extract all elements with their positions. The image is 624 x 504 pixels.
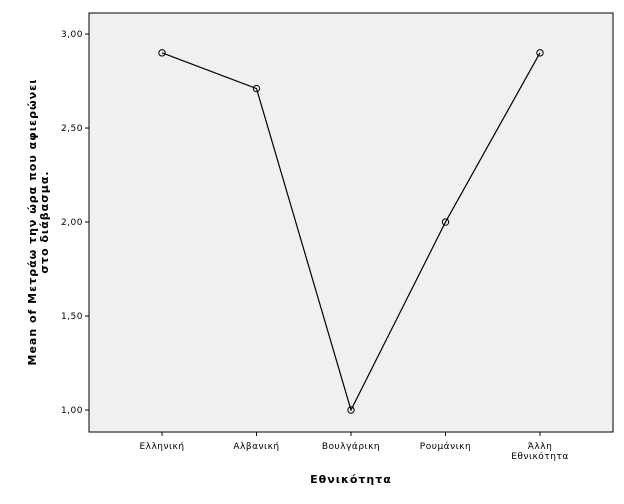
data-point — [158, 49, 166, 57]
data-line — [161, 52, 541, 412]
data-point — [441, 218, 450, 226]
y-tick-label: 1,00 — [61, 406, 83, 416]
data-point — [536, 49, 544, 57]
x-tick-label: Άλλη Εθνικότητα — [511, 442, 569, 462]
x-tick-label: Αλβανική — [233, 442, 279, 452]
y-tick-label: 3,00 — [61, 30, 83, 40]
data-point — [252, 84, 261, 93]
x-axis-label: Εθνικότητα — [310, 473, 392, 486]
x-tick-label: Ελληνική — [139, 442, 184, 452]
y-tick-label: 2,00 — [61, 218, 83, 228]
plot-area — [88, 12, 614, 433]
y-tick-label: 2,50 — [61, 124, 83, 134]
x-tick-label: Ρουμάνικη — [420, 442, 471, 452]
y-axis-label: Mean of Μετράω την ώρα που αφιερώνειστο … — [26, 79, 51, 366]
y-tick-label: 1,50 — [61, 312, 83, 322]
data-point — [347, 406, 355, 414]
x-tick-label: Βουλγάρικη — [322, 442, 380, 452]
